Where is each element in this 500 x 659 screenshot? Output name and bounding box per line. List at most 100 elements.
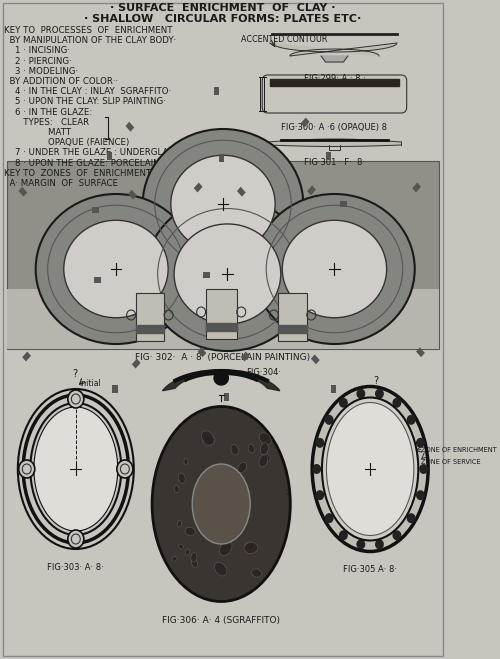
Bar xyxy=(112,384,117,393)
Text: FIG· 302·  A · 8  (PORCELAIN PAINTING): FIG· 302· A · 8 (PORCELAIN PAINTING) xyxy=(136,353,310,362)
Circle shape xyxy=(356,539,366,550)
Ellipse shape xyxy=(246,544,250,549)
Ellipse shape xyxy=(174,485,179,493)
Text: FIG·303· A· 8·: FIG·303· A· 8· xyxy=(48,563,104,572)
Polygon shape xyxy=(206,323,237,331)
Text: MATT: MATT xyxy=(4,128,71,137)
Bar xyxy=(278,293,307,341)
Ellipse shape xyxy=(184,459,188,465)
Ellipse shape xyxy=(202,431,214,445)
Ellipse shape xyxy=(244,542,254,550)
Ellipse shape xyxy=(312,386,428,552)
Text: KEY TO  PROCESSES  OF  ENRICHMENT: KEY TO PROCESSES OF ENRICHMENT xyxy=(4,26,173,35)
Polygon shape xyxy=(136,325,164,333)
Ellipse shape xyxy=(326,403,414,536)
Bar xyxy=(224,393,229,401)
Ellipse shape xyxy=(152,407,290,602)
Bar xyxy=(326,152,331,159)
Bar xyxy=(7,161,439,349)
Ellipse shape xyxy=(64,220,168,318)
Circle shape xyxy=(324,415,334,425)
Circle shape xyxy=(416,438,425,448)
Polygon shape xyxy=(162,371,280,391)
Circle shape xyxy=(406,513,416,523)
Bar xyxy=(340,201,347,207)
Ellipse shape xyxy=(191,552,197,562)
Ellipse shape xyxy=(34,407,117,531)
Text: 4 · IN THE CLAY : INLAY  SGRAFFITO·: 4 · IN THE CLAY : INLAY SGRAFFITO· xyxy=(4,87,172,96)
Text: ?: ? xyxy=(286,489,290,498)
Bar xyxy=(347,271,354,277)
Ellipse shape xyxy=(264,454,270,461)
Circle shape xyxy=(406,415,416,425)
Ellipse shape xyxy=(142,129,303,279)
Bar xyxy=(311,355,320,364)
Circle shape xyxy=(375,389,384,399)
Ellipse shape xyxy=(178,544,184,549)
Text: 1 · INCISING·: 1 · INCISING· xyxy=(4,46,70,55)
Ellipse shape xyxy=(248,444,254,453)
Text: FIG·305 A· 8·: FIG·305 A· 8· xyxy=(343,565,397,575)
Bar xyxy=(129,287,138,297)
Text: A· MARGIN  OF  SURFACE: A· MARGIN OF SURFACE xyxy=(4,179,118,188)
Circle shape xyxy=(117,460,133,478)
Ellipse shape xyxy=(220,541,232,556)
Text: ?: ? xyxy=(373,376,378,386)
Bar xyxy=(132,358,140,368)
Text: FIG·306· A· 4 (SGRAFFITO): FIG·306· A· 4 (SGRAFFITO) xyxy=(162,616,280,625)
Ellipse shape xyxy=(214,562,227,576)
Circle shape xyxy=(356,389,366,399)
Ellipse shape xyxy=(252,569,262,577)
Circle shape xyxy=(18,460,35,478)
Text: BY ADDITION OF COLOR··: BY ADDITION OF COLOR·· xyxy=(4,77,118,86)
Ellipse shape xyxy=(322,397,418,540)
Text: · SHALLOW   CIRCULAR FORMS: PLATES ETC·: · SHALLOW CIRCULAR FORMS: PLATES ETC· xyxy=(84,14,361,24)
Bar xyxy=(94,277,101,283)
Bar xyxy=(412,183,421,192)
Text: ACCENTED CONTOUR: ACCENTED CONTOUR xyxy=(241,35,327,44)
Circle shape xyxy=(324,513,334,523)
Bar xyxy=(304,282,314,292)
Text: FIG·299· A · 8 ·: FIG·299· A · 8 · xyxy=(304,74,366,83)
Polygon shape xyxy=(268,139,402,146)
Ellipse shape xyxy=(259,455,268,467)
Bar xyxy=(220,320,225,328)
Bar xyxy=(218,154,224,161)
Bar xyxy=(233,266,240,272)
Bar xyxy=(307,185,316,195)
Ellipse shape xyxy=(18,389,134,549)
Bar xyxy=(331,384,336,393)
Ellipse shape xyxy=(36,194,196,344)
Ellipse shape xyxy=(238,462,246,473)
Circle shape xyxy=(392,398,402,408)
Circle shape xyxy=(416,490,425,500)
Text: OPAQUE (FAIENCE): OPAQUE (FAIENCE) xyxy=(4,138,130,147)
Bar xyxy=(452,266,458,272)
Bar xyxy=(198,347,206,357)
Text: FIG·304·: FIG·304· xyxy=(246,368,281,377)
Text: 3 · MODELING·: 3 · MODELING· xyxy=(4,67,78,76)
Bar xyxy=(214,86,220,94)
Text: FIG·301 · F·  8·: FIG·301 · F· 8· xyxy=(304,158,365,167)
Text: ?: ? xyxy=(72,369,78,379)
Circle shape xyxy=(68,390,84,408)
Text: initial: initial xyxy=(80,379,101,388)
Polygon shape xyxy=(214,371,228,385)
Text: ZONE OF ENRICHMENT: ZONE OF ENRICHMENT xyxy=(421,447,496,453)
Ellipse shape xyxy=(177,521,182,527)
FancyBboxPatch shape xyxy=(262,75,406,113)
Bar xyxy=(22,351,31,361)
Circle shape xyxy=(392,530,402,540)
Text: FIG·300· A ·6 (OPAQUE) 8: FIG·300· A ·6 (OPAQUE) 8 xyxy=(282,123,388,132)
Text: 6 · IN THE GLAZE:: 6 · IN THE GLAZE: xyxy=(4,107,92,117)
Polygon shape xyxy=(272,43,397,56)
Bar xyxy=(416,347,425,357)
Circle shape xyxy=(339,530,348,540)
Bar xyxy=(136,293,164,341)
Polygon shape xyxy=(321,56,348,62)
Ellipse shape xyxy=(203,436,215,446)
Ellipse shape xyxy=(172,557,177,561)
Text: 2 · PIERCING·: 2 · PIERCING· xyxy=(4,57,72,66)
Ellipse shape xyxy=(171,156,275,253)
Ellipse shape xyxy=(192,464,250,544)
